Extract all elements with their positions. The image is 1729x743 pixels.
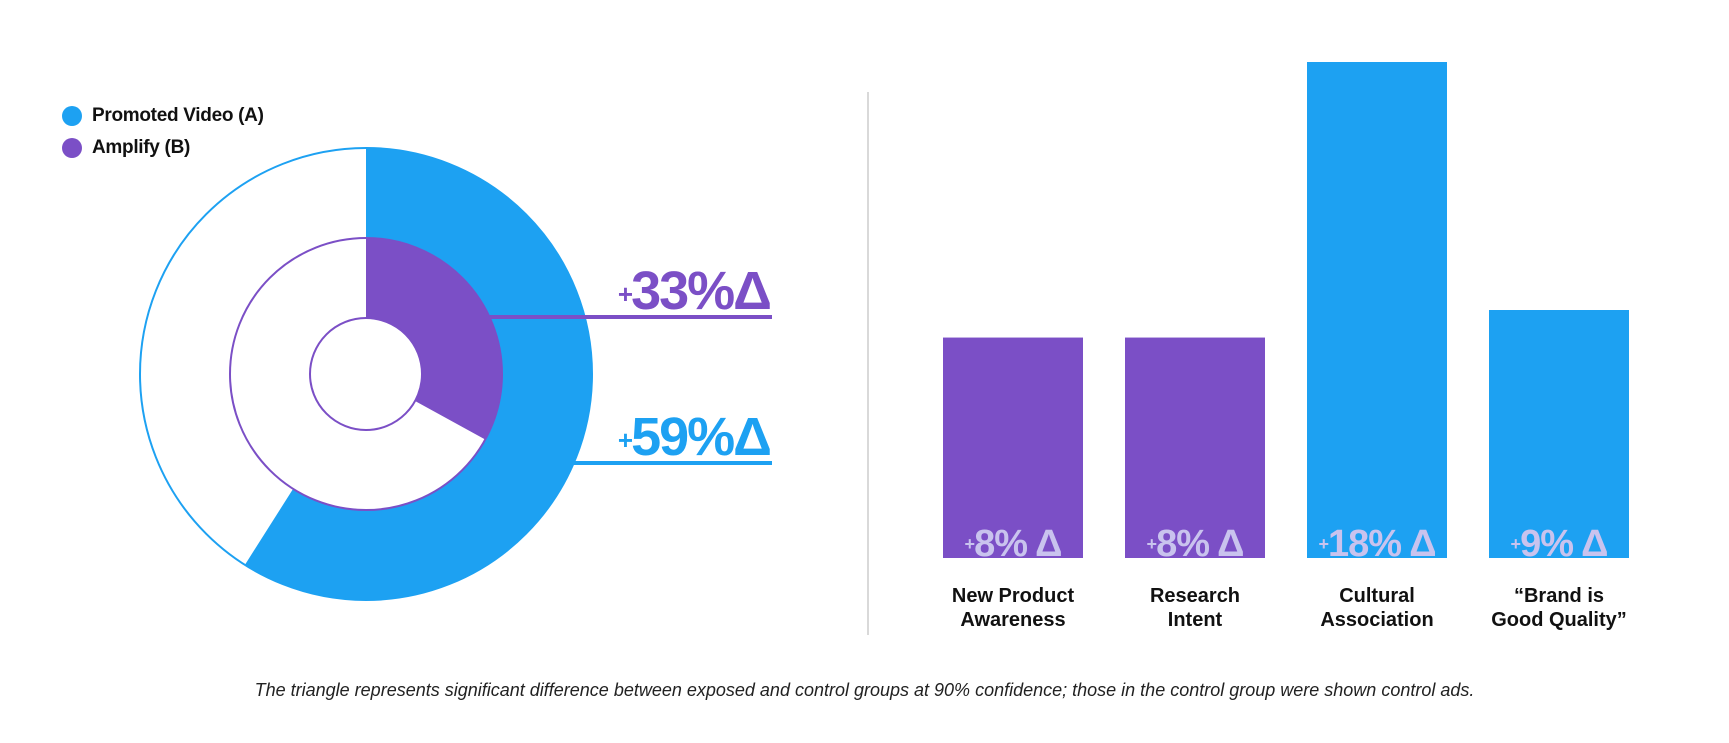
- donut-slice: [244, 148, 592, 600]
- legend-label: Amplify (B): [92, 137, 191, 158]
- legend: Promoted Video (A) Amplify (B): [62, 100, 264, 164]
- legend-item-amplify: Amplify (B): [62, 132, 264, 164]
- legend-label: Promoted Video (A): [92, 105, 264, 126]
- bar-category-label: Association: [1320, 609, 1433, 631]
- legend-swatch-amplify: [62, 138, 82, 158]
- bar-category-label: Intent: [1168, 609, 1223, 631]
- bar: [1125, 337, 1265, 558]
- bar-category-label: Good Quality”: [1491, 609, 1627, 631]
- donut-chart: +33%Δ +59%Δ: [139, 147, 772, 601]
- bar: [943, 337, 1083, 558]
- legend-item-promoted-video: Promoted Video (A): [62, 100, 264, 132]
- bar-category-label: Awareness: [960, 609, 1065, 631]
- legend-swatch-promoted-video: [62, 106, 82, 126]
- bar: [1307, 62, 1447, 558]
- donut-delta-label: +33%Δ: [618, 261, 770, 321]
- bar-value-label: +8% Δ: [965, 523, 1062, 565]
- bar-category-label: New Product: [952, 585, 1075, 607]
- donut-ring-inner-edge: [309, 317, 423, 431]
- bar-category-label: Cultural: [1339, 585, 1415, 607]
- bar-value-label: +9% Δ: [1511, 523, 1608, 565]
- bar: [1489, 310, 1629, 558]
- donut-delta-label: +59%Δ: [618, 407, 770, 467]
- donut-slice: [366, 238, 502, 440]
- bar-category-label: “Brand is: [1514, 585, 1604, 607]
- bar-value-label: +18% Δ: [1318, 523, 1435, 565]
- bar-value-label: +8% Δ: [1147, 523, 1244, 565]
- footnote: The triangle represents significant diff…: [254, 680, 1475, 700]
- bar-category-label: Research: [1150, 585, 1240, 607]
